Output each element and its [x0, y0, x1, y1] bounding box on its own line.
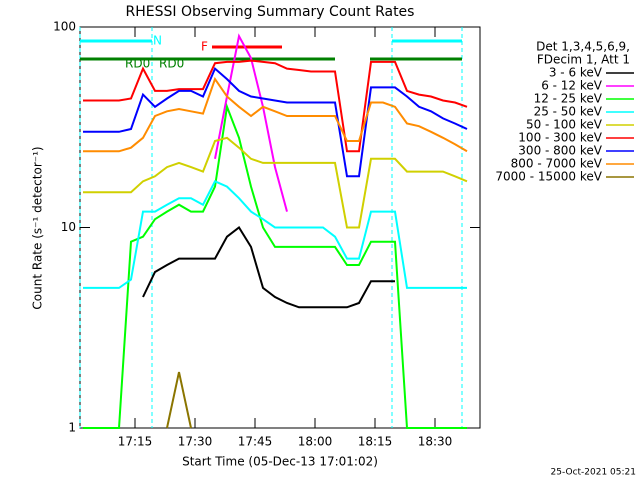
x-axis-label: Start Time (05-Dec-13 17:01:02) [182, 455, 378, 469]
legend-title: FDecim 1, Att 1 [537, 53, 630, 67]
flag-label: N [153, 34, 162, 48]
legend-label: 800 - 7000 keV [511, 157, 603, 171]
legend-label: 25 - 50 keV [534, 105, 603, 119]
legend-label: 3 - 6 keV [549, 66, 603, 80]
series-line [83, 180, 467, 289]
legend-title: Det 1,3,4,5,6,9, [536, 40, 630, 54]
chart-title: RHESSI Observing Summary Count Rates [126, 4, 415, 20]
y-tick-label: 100 [53, 20, 76, 34]
x-tick-label: 18:00 [298, 435, 333, 449]
y-axis-label: Count Rate (s⁻¹ detector⁻¹) [31, 146, 45, 309]
series-line [83, 102, 467, 429]
legend-label: 50 - 100 keV [526, 118, 603, 132]
series-line [83, 59, 468, 153]
series-line [83, 76, 468, 153]
x-tick-label: 18:15 [358, 435, 393, 449]
series-line [83, 66, 468, 178]
series-line [166, 371, 192, 429]
timestamp: 25-Oct-2021 05:21 [551, 468, 636, 478]
flag-label: F [201, 40, 208, 54]
legend-label: 6 - 12 keV [541, 79, 603, 93]
x-tick-label: 17:30 [178, 435, 213, 449]
legend-label: 7000 - 15000 keV [495, 170, 602, 184]
x-tick-label: 17:45 [238, 435, 273, 449]
x-tick-label: 17:15 [118, 435, 153, 449]
series-line [142, 226, 395, 309]
series-line [83, 136, 468, 229]
legend-label: 300 - 800 keV [518, 144, 602, 158]
y-tick-label: 1 [68, 421, 76, 435]
x-tick-label: 18:30 [418, 435, 453, 449]
flag-label: RD0 [159, 57, 184, 71]
y-tick-label: 10 [61, 220, 76, 234]
legend-label: 12 - 25 keV [534, 92, 603, 106]
legend-label: 100 - 300 keV [518, 131, 602, 145]
flag-label: RD0 [125, 57, 150, 71]
